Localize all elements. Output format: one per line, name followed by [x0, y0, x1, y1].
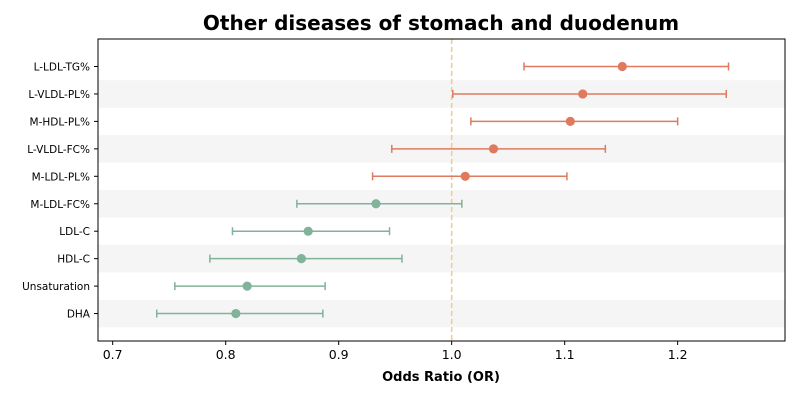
x-axis: 0.7 0.8 0.9 1.0 1.1 1.2: [103, 341, 688, 362]
y-tick-label: LDL-C: [59, 226, 90, 238]
plot-frame: [97, 38, 786, 342]
forest-row: [470, 116, 679, 126]
y-tick-label: DHA: [67, 309, 91, 321]
forest-row: [371, 171, 568, 181]
or-point: [371, 199, 381, 209]
or-point: [296, 254, 306, 264]
forest-row: [156, 308, 324, 319]
x-tick-label: 1.1: [555, 347, 575, 362]
y-tick-label: Unsaturation: [22, 281, 90, 293]
x-tick-label: 1.0: [442, 347, 462, 362]
or-point: [578, 89, 588, 99]
x-tick-label: 1.2: [668, 347, 688, 362]
x-axis-title: Odds Ratio (OR): [382, 370, 500, 385]
or-point: [231, 308, 241, 319]
forest-row: [391, 144, 607, 154]
x-tick-label: 0.8: [216, 347, 236, 362]
y-tick-label: L-VLDL-PL%: [28, 89, 90, 101]
y-axis: L-LDL-TG% L-VLDL-PL% M-HDL-PL% L-VLDL-FC% M-…: [22, 62, 98, 321]
x-tick-label: 0.9: [329, 347, 349, 362]
forest-row: [523, 61, 730, 72]
or-point: [488, 144, 499, 154]
chart-title: Other diseases of stomach and duodenum: [203, 11, 679, 35]
or-point: [565, 116, 575, 126]
y-tick-label: L-LDL-TG%: [34, 62, 90, 74]
forest-row: [452, 89, 727, 99]
x-tick-label: 0.7: [103, 347, 123, 362]
row-band: [98, 244, 785, 273]
or-point: [242, 281, 252, 291]
or-point: [303, 226, 313, 236]
forest-row: [231, 226, 391, 236]
y-tick-label: M-LDL-PL%: [32, 171, 90, 183]
or-point: [460, 171, 470, 181]
forest-row: [209, 254, 403, 264]
y-tick-label: M-HDL-PL%: [30, 116, 90, 128]
forest-row: [174, 281, 326, 291]
data-marks: [156, 61, 730, 319]
y-tick-label: L-VLDL-FC%: [27, 144, 90, 156]
forest-row: [296, 199, 463, 209]
or-point: [617, 61, 627, 72]
y-tick-label: M-LDL-FC%: [30, 199, 90, 211]
y-tick-label: HDL-C: [57, 254, 90, 266]
